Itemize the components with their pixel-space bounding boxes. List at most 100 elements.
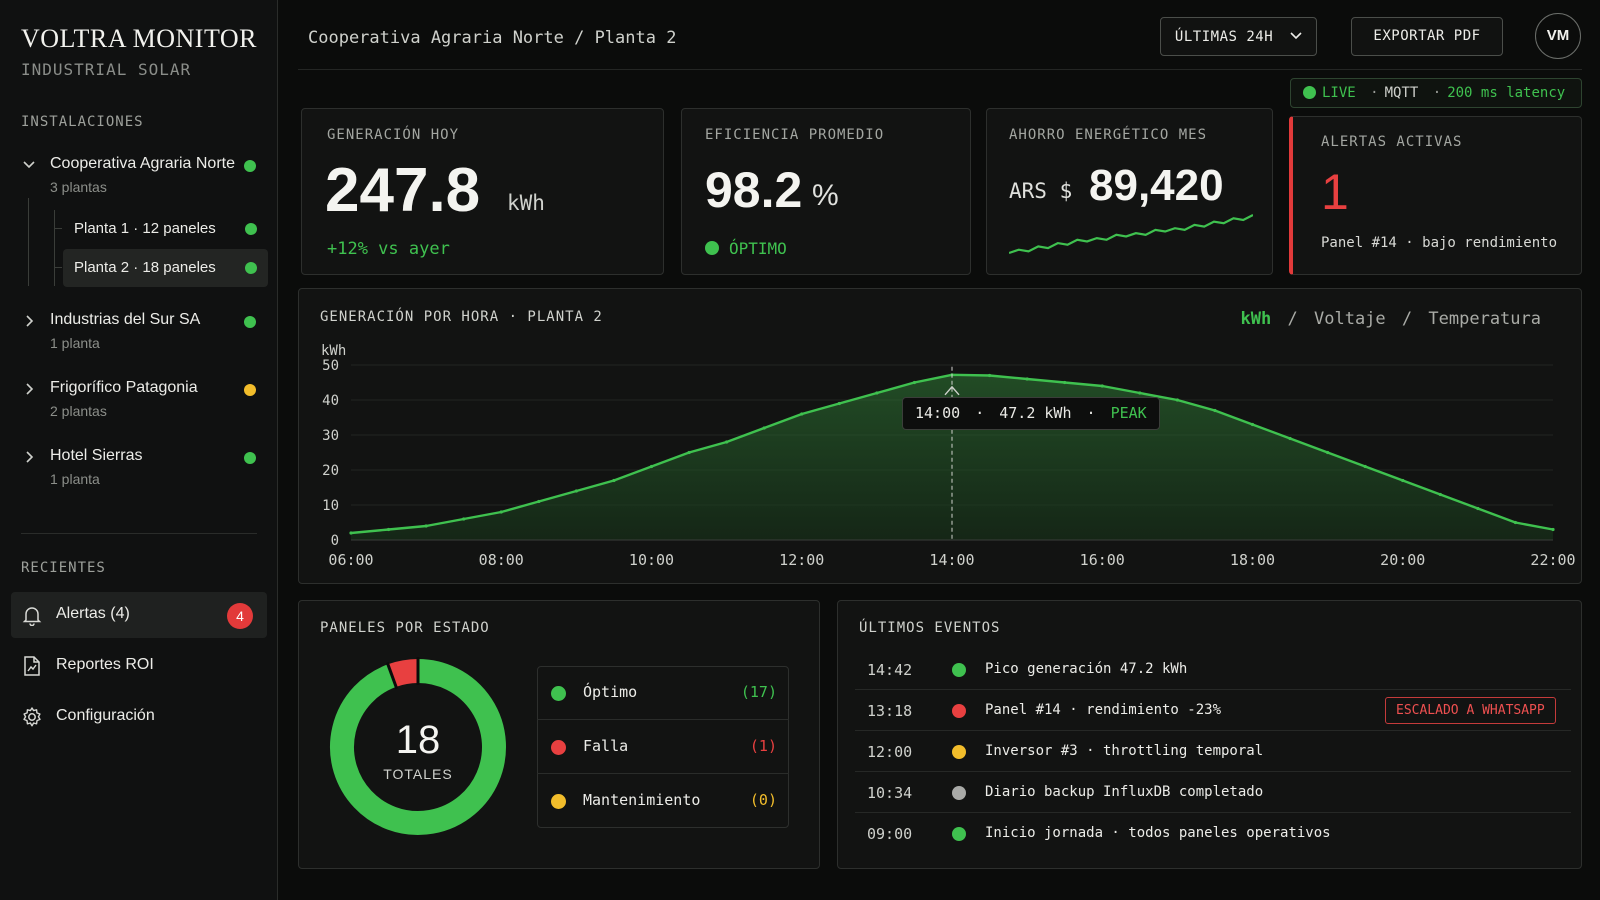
site-industrias-del-sur[interactable]: Industrias del Sur SA 1 planta (0, 311, 278, 366)
report-icon (21, 655, 43, 677)
plant-label: Planta 1 · 12 paneles (74, 220, 216, 237)
data-point (1476, 506, 1480, 511)
site-name: Industrias del Sur SA (50, 311, 201, 328)
data-point (762, 426, 766, 430)
x-tick-label: 14:00 (929, 551, 974, 569)
kpi-title: ALERTAS ACTIVAS (1321, 134, 1463, 150)
kpi-title: GENERACIÓN HOY (327, 127, 460, 143)
data-point (349, 531, 353, 535)
tree-connector (54, 210, 55, 286)
separator: / (1401, 309, 1413, 329)
event-row[interactable]: 10:34 Diario backup InfluxDB completado (855, 772, 1571, 813)
y-tick-label: 0 (331, 533, 339, 549)
site-cooperativa[interactable]: Cooperativa Agraria Norte 3 plantas (0, 155, 278, 210)
recent-title: RECIENTES (21, 560, 106, 576)
data-point (725, 440, 729, 444)
site-hotel-sierras[interactable]: Hotel Sierras 1 planta (0, 447, 278, 502)
panels-title: PANELES POR ESTADO (320, 620, 490, 636)
site-subtitle: 1 planta (50, 335, 100, 351)
plant-label: Planta 2 · 18 paneles (74, 259, 216, 276)
kpi-status: ÓPTIMO (705, 239, 787, 258)
data-point (1100, 384, 1104, 388)
kpi-unit: kWh (507, 191, 545, 215)
brand-title: VOLTRA MONITOR (21, 24, 257, 53)
x-tick-label: 20:00 (1380, 551, 1425, 569)
chevron-down-icon (22, 158, 36, 175)
kpi-alerts-card[interactable]: ALERTAS ACTIVAS 1 Panel #14 · bajo rendi… (1289, 116, 1582, 275)
kpi-title: EFICIENCIA PROMEDIO (705, 127, 885, 143)
chart-tooltip: 14:00 · 47.2 kWh · PEAK (902, 396, 1160, 430)
legend-optimo[interactable]: Óptimo (17) (537, 666, 789, 720)
data-point (1175, 398, 1179, 402)
x-tick-label: 10:00 (629, 551, 674, 569)
event-status-dot (952, 827, 966, 841)
legend-mantenimiento[interactable]: Mantenimiento (0) (537, 774, 789, 828)
donut-slice-falla (387, 659, 419, 688)
toggle-temperatura[interactable]: Temperatura (1428, 309, 1541, 329)
data-point (1063, 380, 1067, 385)
data-point (1288, 436, 1292, 441)
kpi-unit: % (812, 179, 839, 212)
area-fill (351, 374, 1553, 540)
sidebar-item-planta-2[interactable]: Planta 2 · 18 paneles (54, 249, 268, 287)
separator: / (1287, 309, 1298, 329)
sparkline-line (1009, 214, 1253, 255)
status-dot-green (551, 686, 566, 701)
event-row[interactable]: 13:18 Panel #14 · rendimiento -23% ESCAL… (855, 690, 1571, 731)
chart-metric-toggle: kWh / Voltaje / Temperatura (1241, 309, 1541, 329)
separator: · (975, 403, 985, 422)
sidebar-item-planta-1[interactable]: Planta 1 · 12 paneles (54, 210, 268, 248)
sidebar-divider (21, 533, 257, 534)
escalation-tag[interactable]: ESCALADO A WHATSAPP (1385, 697, 1556, 724)
tree-tick (54, 267, 62, 268)
time-range-dropdown[interactable]: ÚLTIMAS 24H (1160, 17, 1317, 56)
status-dot-yellow (551, 794, 566, 809)
export-pdf-button[interactable]: EXPORTAR PDF (1351, 17, 1503, 56)
event-text: Pico generación 47.2 kWh (985, 661, 1188, 677)
legend-count: (0) (749, 791, 777, 809)
chevron-right-icon (22, 450, 36, 467)
recent-alertas[interactable]: Alertas (4) 4 (11, 592, 267, 638)
donut-total: 18 (395, 718, 441, 762)
legend-label: Óptimo (583, 683, 638, 701)
x-tick-label: 06:00 (328, 551, 373, 569)
event-status-dot (952, 745, 966, 759)
legend-falla[interactable]: Falla (1) (537, 720, 789, 774)
toggle-kwh[interactable]: kWh (1240, 309, 1272, 329)
recent-configuracion[interactable]: Configuración (11, 694, 267, 740)
data-point (1213, 408, 1217, 413)
x-tick-label: 22:00 (1530, 551, 1575, 569)
data-point (687, 450, 691, 455)
event-row[interactable]: 14:42 Pico generación 47.2 kWh (855, 649, 1571, 690)
status-dot-green (244, 452, 256, 464)
toggle-voltaje[interactable]: Voltaje (1314, 309, 1386, 329)
legend-count: (1) (749, 737, 777, 755)
recent-label: Alertas (4) (56, 605, 130, 622)
data-point (574, 489, 578, 493)
y-tick-label: 30 (322, 428, 339, 444)
kpi-value: 1 (1321, 164, 1349, 220)
live-status-badge: LIVE · MQTT · 200 ms latency (1290, 78, 1582, 108)
recent-reportes-roi[interactable]: Reportes ROI (11, 643, 267, 689)
time-range-label: ÚLTIMAS 24H (1174, 29, 1274, 45)
avatar[interactable]: VM (1535, 13, 1581, 59)
chevron-down-icon (1290, 18, 1302, 55)
panels-legend (537, 666, 789, 828)
legend-count: (17) (740, 683, 777, 701)
chart-title: GENERACIÓN POR HORA · PLANTA 2 (320, 309, 603, 325)
tooltip-value: 47.2 kWh (999, 403, 1072, 422)
data-point (386, 527, 391, 532)
peak-pointer-icon (944, 385, 960, 396)
tree-tick (54, 228, 62, 229)
data-point (1250, 422, 1255, 427)
data-point (1326, 450, 1330, 455)
site-name: Hotel Sierras (50, 447, 143, 464)
site-subtitle: 3 plantas (50, 179, 107, 195)
y-tick-label: 20 (322, 463, 339, 479)
event-row[interactable]: 09:00 Inicio jornada · todos paneles ope… (855, 813, 1571, 854)
data-point (612, 478, 616, 483)
status-dot-yellow (244, 384, 256, 396)
site-frigorifico-patagonia[interactable]: Frigorífico Patagonia 2 plantas (0, 379, 278, 434)
data-point (1401, 478, 1405, 483)
event-row[interactable]: 12:00 Inversor #3 · throttling temporal (855, 731, 1571, 772)
